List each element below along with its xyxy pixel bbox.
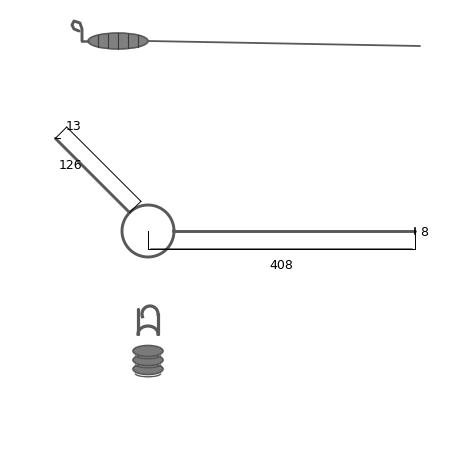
Text: 8: 8 [419, 225, 427, 238]
Text: 13: 13 [65, 120, 81, 133]
Ellipse shape [133, 364, 162, 375]
Text: 408: 408 [269, 258, 293, 271]
Ellipse shape [133, 346, 162, 357]
Ellipse shape [88, 34, 148, 50]
Text: 126: 126 [58, 158, 82, 171]
Ellipse shape [133, 355, 162, 366]
